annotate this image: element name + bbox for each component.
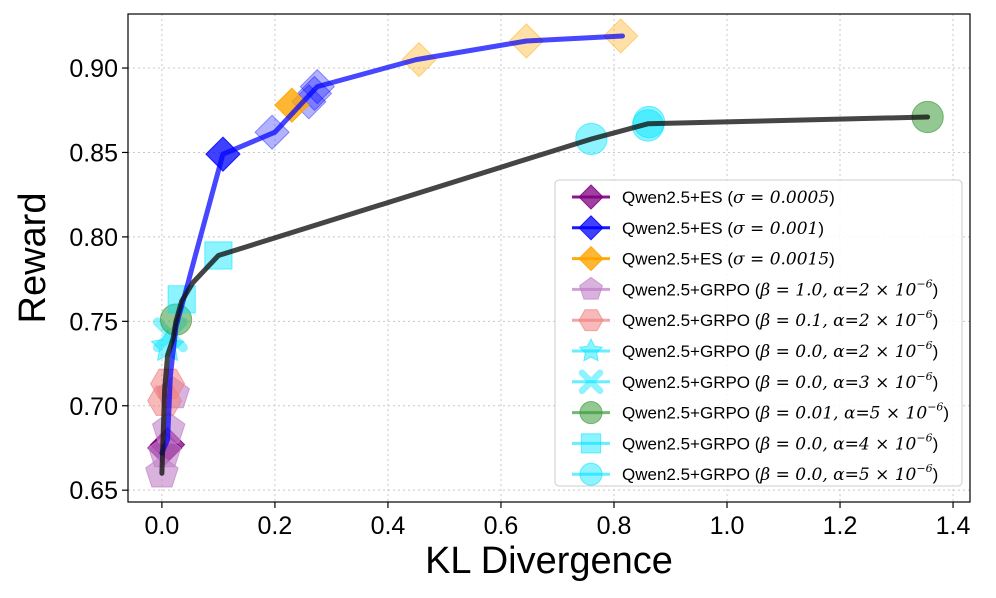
- legend-label: Qwen2.5+ES (σ = 0.001): [622, 219, 824, 239]
- legend-box: [554, 179, 963, 487]
- legend-marker: [579, 462, 603, 486]
- legend-marker: [578, 245, 604, 272]
- x-tick-label: 0.8: [597, 512, 632, 540]
- legend-label: Qwen2.5+GRPO (β = 1.0, α=2 × 10−6): [622, 277, 938, 300]
- legend-label: Qwen2.5+ES (σ = 0.0005): [622, 188, 835, 208]
- legend-label: Qwen2.5+ES (σ = 0.0015): [622, 250, 835, 270]
- x-tick-label: 0.2: [258, 512, 293, 540]
- x-tick-label: 1.0: [710, 512, 745, 540]
- legend-label: Qwen2.5+GRPO (β = 0.0, α=4 × 10−6): [622, 431, 938, 454]
- x-axis-label: KL Divergence: [425, 540, 673, 582]
- legend-label: Qwen2.5+GRPO (β = 0.01, α=5 × 10−6): [622, 401, 949, 424]
- legend-label: Qwen2.5+GRPO (β = 0.0, α=3 × 10−6): [622, 370, 938, 393]
- y-tick-label: 0.70: [69, 393, 118, 421]
- y-tick-label: 0.65: [69, 477, 118, 505]
- legend-marker: [579, 276, 603, 300]
- x-tick-label: 0.0: [145, 512, 180, 540]
- y-tick-label: 0.80: [69, 224, 118, 252]
- x-tick-label: 0.4: [371, 512, 406, 540]
- x-tick-label: 1.2: [823, 512, 858, 540]
- frontier-lines: [159, 33, 931, 476]
- legend-marker: [578, 309, 604, 332]
- legend-label: Qwen2.5+GRPO (β = 0.1, α=2 × 10−6): [622, 308, 938, 331]
- frontier-line: [159, 33, 625, 456]
- x-tick-label: 1.4: [936, 512, 971, 540]
- frontier-line: [159, 114, 931, 476]
- y-axis-label: Reward: [12, 193, 54, 324]
- y-tick-label: 0.90: [69, 55, 118, 83]
- legend-marker: [578, 369, 604, 395]
- axis-ticks: 0.0 0.2 0.4 0.6 0.8 1.0 1.2 1.4 0.65 0.70 0.75 0.80…: [69, 55, 970, 540]
- y-tick-label: 0.75: [69, 308, 118, 336]
- legend-marker: [580, 433, 602, 454]
- legend: Qwen2.5+ES (σ = 0.0005) Qwen2.5+ES (σ = 0…: [554, 179, 963, 487]
- legend-marker: [578, 337, 604, 362]
- legend-label: Qwen2.5+GRPO (β = 0.0, α=2 × 10−6): [622, 339, 938, 362]
- y-tick-label: 0.85: [69, 139, 118, 167]
- legend-marker: [578, 215, 604, 241]
- legend-marker: [578, 184, 604, 210]
- legend-label: Qwen2.5+GRPO (β = 0.0, α=5 × 10−6): [622, 462, 938, 485]
- plot-frame: [127, 13, 971, 503]
- legend-marker: [579, 401, 603, 425]
- x-tick-label: 0.6: [484, 512, 519, 540]
